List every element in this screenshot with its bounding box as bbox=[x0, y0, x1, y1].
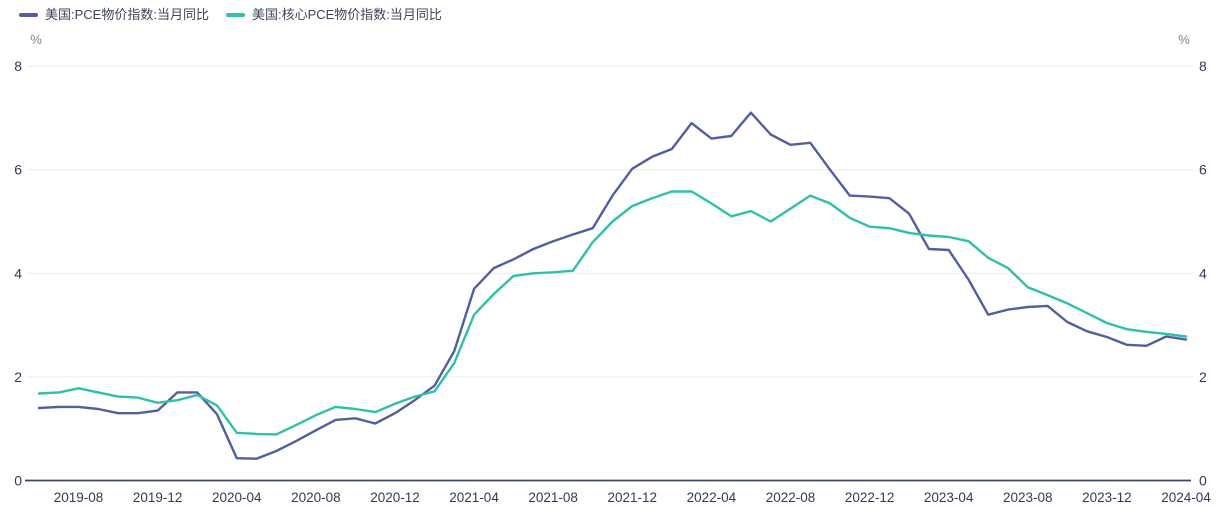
y-tick-label-right-6: 6 bbox=[1199, 162, 1207, 178]
x-tick-label-2022-08: 2022-08 bbox=[766, 490, 816, 505]
legend-item-core-pce[interactable]: 美国:核心PCE物价指数:当月同比 bbox=[225, 6, 442, 24]
pce-line-swatch-icon bbox=[19, 13, 38, 17]
legend-item-pce[interactable]: 美国:PCE物价指数:当月同比 bbox=[19, 6, 209, 24]
core-pce-line bbox=[37, 190, 1188, 436]
x-tick-label-2021-04: 2021-04 bbox=[449, 490, 499, 505]
core-pce-line-swatch-icon bbox=[225, 13, 245, 17]
y-tick-label-left-4: 4 bbox=[14, 265, 22, 281]
y-tick-label-right-4: 4 bbox=[1199, 265, 1207, 281]
y-tick-label-left-8: 8 bbox=[14, 58, 22, 74]
x-tick-label-2020-04: 2020-04 bbox=[212, 490, 262, 505]
y-tick-label-left-0: 0 bbox=[14, 473, 22, 489]
y-tick-label-right-2: 2 bbox=[1199, 369, 1207, 385]
y-tick-label-right-0: 0 bbox=[1199, 473, 1207, 489]
legend-label-pce: 美国:PCE物价指数:当月同比 bbox=[45, 7, 209, 22]
y-tick-label-left-6: 6 bbox=[14, 162, 22, 178]
y-tick-label-right-8: 8 bbox=[1199, 58, 1207, 74]
x-tick-label-2021-08: 2021-08 bbox=[528, 490, 578, 505]
x-tick-label-2019-08: 2019-08 bbox=[54, 490, 104, 505]
x-tick-label-2023-12: 2023-12 bbox=[1082, 490, 1132, 505]
x-tick-label-2023-08: 2023-08 bbox=[1003, 490, 1053, 505]
x-tick-label-2022-12: 2022-12 bbox=[845, 490, 895, 505]
legend-label-core-pce: 美国:核心PCE物价指数:当月同比 bbox=[251, 7, 442, 22]
x-tick-label-2020-12: 2020-12 bbox=[370, 490, 420, 505]
x-tick-label-2019-12: 2019-12 bbox=[133, 490, 183, 505]
y-axis-unit-left: % bbox=[30, 32, 42, 47]
legend: 美国:PCE物价指数:当月同比 美国:核心PCE物价指数:当月同比 bbox=[19, 6, 442, 24]
y-tick-label-left-2: 2 bbox=[14, 369, 22, 385]
x-tick-label-2022-04: 2022-04 bbox=[687, 490, 737, 505]
x-tick-label-2023-04: 2023-04 bbox=[924, 490, 974, 505]
x-tick-label-2024-04: 2024-04 bbox=[1161, 490, 1211, 505]
pce-line bbox=[37, 111, 1188, 460]
x-tick-label-2020-08: 2020-08 bbox=[291, 490, 341, 505]
y-axis-unit-right: % bbox=[1178, 32, 1190, 47]
x-tick-label-2021-12: 2021-12 bbox=[608, 490, 658, 505]
